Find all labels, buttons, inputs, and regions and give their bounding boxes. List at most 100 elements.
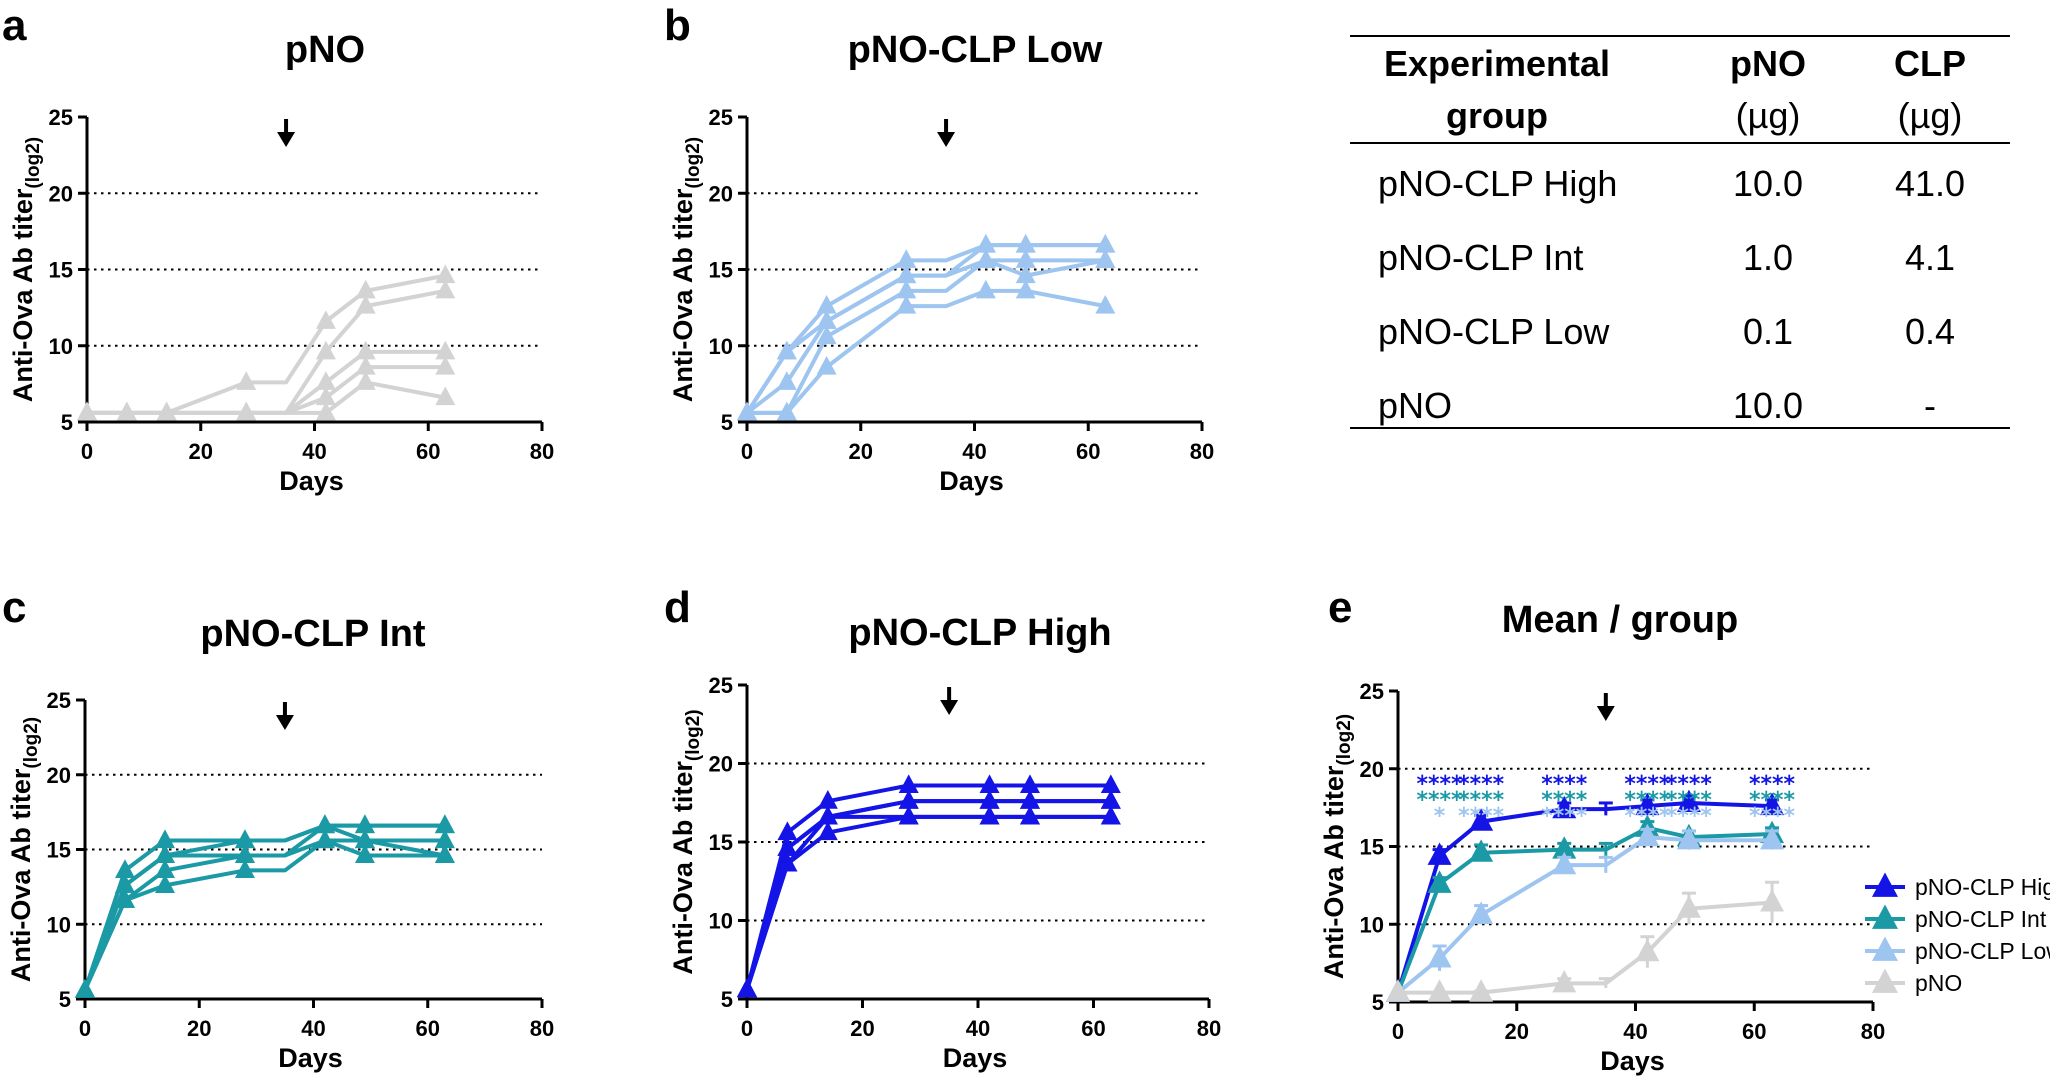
data-point bbox=[816, 325, 837, 345]
table-header-group-line2: group bbox=[1446, 95, 1548, 136]
data-point bbox=[434, 829, 455, 849]
x-tick-label: 60 bbox=[416, 1016, 440, 1041]
table-cell-CLP: 4.1 bbox=[1905, 237, 1955, 278]
data-point bbox=[896, 279, 917, 299]
data-point bbox=[435, 279, 456, 299]
series-line bbox=[1398, 900, 1773, 995]
data-point bbox=[116, 401, 137, 421]
y-tick-label: 15 bbox=[47, 838, 71, 863]
significance-stars: **** bbox=[1666, 804, 1713, 829]
data-point bbox=[776, 340, 797, 360]
data-point bbox=[354, 844, 375, 864]
y-tick-label: 20 bbox=[709, 752, 733, 777]
table-cell-group: pNO-CLP Int bbox=[1378, 237, 1583, 278]
x-axis-label: Days bbox=[1600, 1046, 1665, 1076]
chart-panel-pNO: pNO 5 10 15 20 25 0 20 40 60 80 Days Anti-Ova Ab tit… bbox=[8, 29, 554, 496]
data-point bbox=[1095, 249, 1116, 268]
boost-arrow-head-icon bbox=[277, 132, 296, 147]
table-header-pNO-unit: (µg) bbox=[1736, 95, 1801, 136]
series-line bbox=[83, 823, 445, 991]
y-tick-label: 5 bbox=[59, 987, 71, 1012]
data-point bbox=[777, 821, 798, 841]
chart-title: Mean / group bbox=[1502, 599, 1738, 641]
data-point bbox=[1676, 895, 1701, 918]
chart-panel-pNO-CLP-int: pNO-CLP Int 5 10 15 20 25 0 20 40 60 80 Days Anti-Ov… bbox=[6, 613, 554, 1073]
y-tick-label: 20 bbox=[1360, 757, 1384, 782]
x-tick-label: 80 bbox=[1861, 1019, 1885, 1044]
data-point bbox=[898, 790, 919, 809]
data-point bbox=[355, 371, 376, 390]
data-point bbox=[975, 233, 996, 253]
data-point bbox=[777, 837, 798, 856]
data-point bbox=[777, 852, 798, 872]
data-point bbox=[236, 401, 257, 421]
series-line bbox=[87, 273, 446, 415]
x-tick-label: 60 bbox=[1076, 439, 1100, 464]
y-axis-label: Anti-Ova Ab titer(log2) bbox=[668, 709, 704, 974]
y-tick-label: 20 bbox=[47, 763, 71, 788]
legend-label: pNO bbox=[1915, 970, 1962, 996]
y-tick-label: 5 bbox=[721, 987, 733, 1012]
series-line bbox=[747, 258, 1106, 415]
series-line bbox=[745, 258, 1106, 415]
table-cell-pNO: 0.1 bbox=[1743, 311, 1793, 352]
data-point bbox=[817, 790, 838, 809]
data-point bbox=[979, 805, 1000, 825]
significance-stars: **** bbox=[1541, 804, 1588, 829]
series-line bbox=[87, 380, 446, 415]
data-point bbox=[315, 401, 336, 421]
y-tick-label: 10 bbox=[1360, 912, 1384, 937]
data-point bbox=[156, 401, 177, 421]
data-point bbox=[314, 829, 335, 849]
series-line bbox=[83, 823, 445, 991]
data-point bbox=[1100, 774, 1121, 794]
data-point bbox=[315, 371, 336, 390]
data-point bbox=[234, 844, 255, 864]
data-point bbox=[1386, 979, 1410, 1002]
y-tick-label: 20 bbox=[49, 181, 73, 206]
data-point bbox=[1427, 870, 1452, 893]
data-point bbox=[1019, 774, 1040, 794]
data-point bbox=[315, 386, 336, 406]
chart-panel-pNO-CLP-high: pNO-CLP High 5 10 15 20 25 0 20 40 60 80 Days Anti-O… bbox=[668, 612, 1221, 1073]
data-point bbox=[979, 790, 1000, 809]
legend: pNO-CLP High pNO-CLP Int pNO-CLP Low pNO bbox=[1865, 872, 2050, 996]
x-tick-label: 40 bbox=[302, 439, 326, 464]
table-cell-group: pNO-CLP High bbox=[1378, 163, 1617, 204]
data-point bbox=[1015, 264, 1036, 284]
data-point bbox=[1552, 795, 1577, 819]
table-cell-pNO: 1.0 bbox=[1743, 237, 1793, 278]
significance-stars: **** bbox=[1624, 772, 1671, 797]
significance-stars: **** bbox=[1749, 788, 1796, 813]
significance-stars: **** bbox=[1541, 772, 1588, 797]
x-tick-label: 80 bbox=[1197, 1016, 1221, 1041]
table-cell-CLP: 0.4 bbox=[1905, 311, 1955, 352]
series-line bbox=[83, 823, 445, 991]
y-tick-label: 15 bbox=[709, 830, 733, 855]
boost-arrow-head-icon bbox=[937, 132, 956, 147]
data-point bbox=[1019, 790, 1040, 809]
panel-label-e: e bbox=[1328, 583, 1352, 632]
series-line bbox=[745, 814, 1111, 991]
data-point bbox=[1635, 938, 1660, 962]
data-point bbox=[1760, 889, 1785, 912]
data-point bbox=[114, 874, 135, 893]
data-point bbox=[315, 340, 336, 360]
data-point bbox=[975, 279, 996, 299]
table-cell-group: pNO bbox=[1378, 385, 1452, 426]
data-point bbox=[154, 874, 175, 893]
x-tick-label: 60 bbox=[1742, 1019, 1766, 1044]
x-axis-label: Days bbox=[279, 466, 344, 496]
significance-stars: **** bbox=[1541, 788, 1588, 813]
series-line bbox=[1396, 825, 1773, 994]
significance-stars: **** bbox=[1624, 804, 1671, 829]
table-cell-group: pNO-CLP Low bbox=[1378, 311, 1610, 352]
data-point bbox=[1427, 945, 1452, 968]
y-tick-label: 10 bbox=[49, 334, 73, 359]
data-point bbox=[114, 889, 135, 908]
data-point bbox=[898, 805, 919, 825]
significance-stars: **** bbox=[1666, 772, 1713, 797]
y-tick-label: 15 bbox=[49, 258, 73, 283]
data-point bbox=[1100, 790, 1121, 809]
data-point bbox=[1427, 842, 1452, 865]
